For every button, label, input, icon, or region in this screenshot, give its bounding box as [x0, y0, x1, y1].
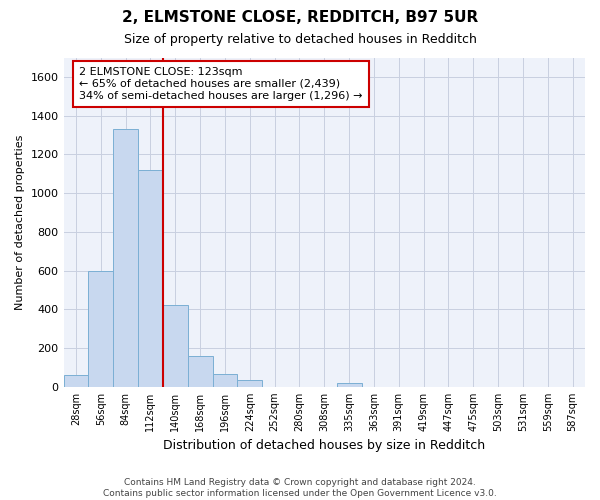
Bar: [238, 380, 262, 387]
Bar: [113, 129, 138, 387]
Y-axis label: Number of detached properties: Number of detached properties: [15, 134, 25, 310]
Text: Contains HM Land Registry data © Crown copyright and database right 2024.
Contai: Contains HM Land Registry data © Crown c…: [103, 478, 497, 498]
Bar: [64, 375, 88, 387]
X-axis label: Distribution of detached houses by size in Redditch: Distribution of detached houses by size …: [163, 440, 485, 452]
Bar: [212, 374, 238, 387]
Text: 2, ELMSTONE CLOSE, REDDITCH, B97 5UR: 2, ELMSTONE CLOSE, REDDITCH, B97 5UR: [122, 10, 478, 25]
Bar: [163, 306, 188, 387]
Bar: [337, 383, 362, 387]
Text: 2 ELMSTONE CLOSE: 123sqm
← 65% of detached houses are smaller (2,439)
34% of sem: 2 ELMSTONE CLOSE: 123sqm ← 65% of detach…: [79, 68, 362, 100]
Bar: [88, 270, 113, 387]
Bar: [188, 356, 212, 387]
Text: Size of property relative to detached houses in Redditch: Size of property relative to detached ho…: [124, 32, 476, 46]
Bar: [138, 170, 163, 387]
